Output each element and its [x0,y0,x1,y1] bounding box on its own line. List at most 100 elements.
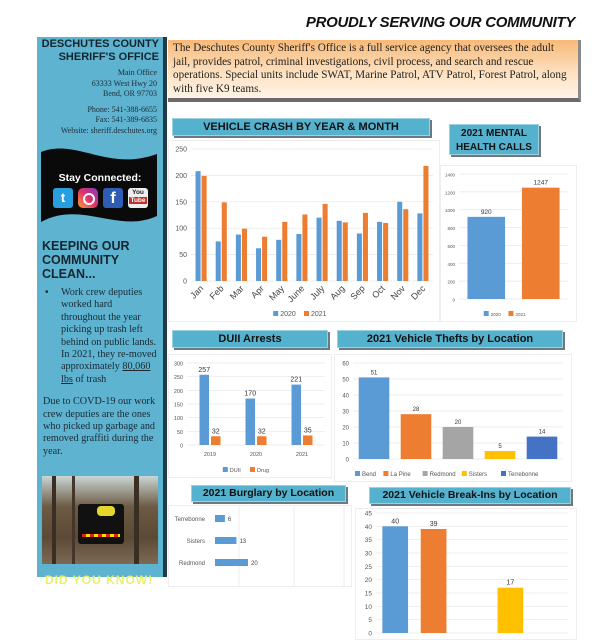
x-tick-label: Nov [389,283,408,302]
bar-June-2020 [296,234,302,281]
y-tick-label: 35 [365,537,373,544]
y-tick-label: 10 [365,604,373,611]
legend-label: Sisters [469,472,487,478]
social-banner: Stay Connected: t f You Tube [37,142,163,230]
social-title: Stay Connected: [58,172,142,184]
bar-May-2021 [282,221,288,281]
data-label: 170 [244,391,256,398]
y-tick-label: 10 [342,442,349,448]
data-label: 257 [198,367,210,374]
org-name-line2: SHERIFF'S OFFICE [58,51,159,63]
y-tick-label: 150 [175,199,187,206]
duii-chart-title: DUII Arrests [172,330,328,348]
bar-Dec-2020 [417,213,423,281]
y-tick-label: 20 [365,577,373,584]
burglary-chart-title: 2021 Burglary by Location [191,485,346,502]
address-line2: Bend, OR 97703 [103,89,157,98]
thefts-chart: 0 10 20 30 40 50 60 51 28 20 5 14 Bend La Pine Redmond… [334,354,572,482]
bar-Aug-2020 [336,220,342,281]
legend-swatch [250,467,255,472]
bar-Redmond [442,427,474,459]
y-tick-label: 1200 [445,190,456,195]
bar-2021-Drug [303,435,313,445]
y-tick-label: 5 [368,617,372,624]
website-link[interactable]: Website: sheriff.deschutes.org [60,125,157,135]
y-tick-label: 1400 [445,173,456,178]
bar-Sep-2021 [362,212,368,281]
bar-2020-DUII [245,398,255,445]
intro-box: The Deschutes County Sheriff's Office is… [168,40,581,102]
bar-Jan-2020 [195,171,201,281]
address-line1: 63333 West Hwy 20 [91,78,157,88]
data-label: 32 [212,428,220,435]
x-tick-label: Mar [228,283,246,301]
bar-Sisters [215,537,237,544]
youtube-text-you: You [132,189,144,196]
y-tick-label: 50 [342,378,349,384]
data-label: 1247 [534,180,549,187]
legend-label: La Pine [390,472,411,478]
bar-Sep-2020 [356,233,362,281]
bullet-text: Work crew deputies worked hard throughou… [61,287,157,373]
twitter-icon[interactable]: t [53,188,73,208]
y-tick-label: 200 [174,389,183,395]
y-tick-label: 600 [447,244,455,249]
y-tick-label: 1000 [445,208,456,213]
y-tick-label: 0 [183,279,187,286]
bar-May-2020 [276,239,282,281]
breakins-chart: 0 5 10 15 20 25 30 35 40 45 40 39 17 [355,508,577,640]
mental-chart-title: 2021 MENTAL HEALTH CALLS [449,124,539,155]
y-tick-label: 800 [447,226,455,231]
y-tick-label: 300 [174,362,183,368]
x-tick-label: 2019 [204,452,216,458]
y-tick-label: 0 [452,298,455,303]
bar-Sisters [484,451,516,459]
x-tick-label: Apr [249,283,266,300]
y-tick-label: Terrebonne [175,517,206,523]
x-tick-label: Aug [328,283,346,301]
trash-amount: 80,060 lbs [61,361,151,385]
legend-label: 2020 [491,312,502,317]
bar-Aug-2021 [342,222,348,281]
y-tick-label: 40 [342,394,349,400]
duii-chart: 0 50 100 150 200 250 300 257 32 2019 170 32 2020 221 3… [168,354,332,478]
legend-label: 2021 [311,311,327,318]
bar-2021-DUII [291,384,301,445]
x-tick-label: Oct [370,283,387,300]
data-label: 14 [539,430,546,436]
youtube-icon[interactable]: You Tube [128,188,148,208]
bar-Terrebonne [215,515,225,522]
y-tick-label: 0 [368,631,372,638]
bar-Feb-2021 [221,202,227,281]
data-label: 40 [391,518,399,525]
crash-chart: 0 50 100 150 200 250 Jan Feb Mar Apr May June July Au… [168,140,440,322]
y-tick-label: 200 [175,173,187,180]
data-label: 39 [430,521,438,528]
x-tick-label: Sep [348,283,366,301]
legend-label: DUII [230,468,241,474]
covid-paragraph: Due to COVD-19 our work crew deputies ar… [43,396,156,457]
bar-Bend [382,526,409,633]
bar-2020 [467,216,506,299]
data-label: 35 [304,427,312,434]
instagram-icon[interactable] [78,188,98,208]
data-label: 20 [251,561,258,567]
bar-La Pine [420,529,447,633]
data-label: 221 [290,377,302,384]
facebook-icon[interactable]: f [103,188,123,208]
bar-Bend [358,377,390,459]
bar-2021 [521,187,560,299]
x-tick-label: Jan [188,283,205,300]
did-you-know-heading: DID YOU KNOW! [45,573,154,588]
y-tick-label: Redmond [179,561,205,567]
y-tick-label: 40 [365,524,373,531]
legend-label: Drug [257,468,269,474]
bar-June-2021 [302,214,308,281]
office-label: Main Office [117,68,157,77]
y-tick-label: 15 [365,591,373,598]
bar-Feb-2020 [215,241,221,281]
breakins-chart-title: 2021 Vehicle Break-Ins by Location [369,487,571,504]
clean-heading: KEEPING OUR COMMUNITY CLEAN... [42,239,130,281]
banner-shape [41,148,157,222]
y-tick-label: 25 [365,564,373,571]
